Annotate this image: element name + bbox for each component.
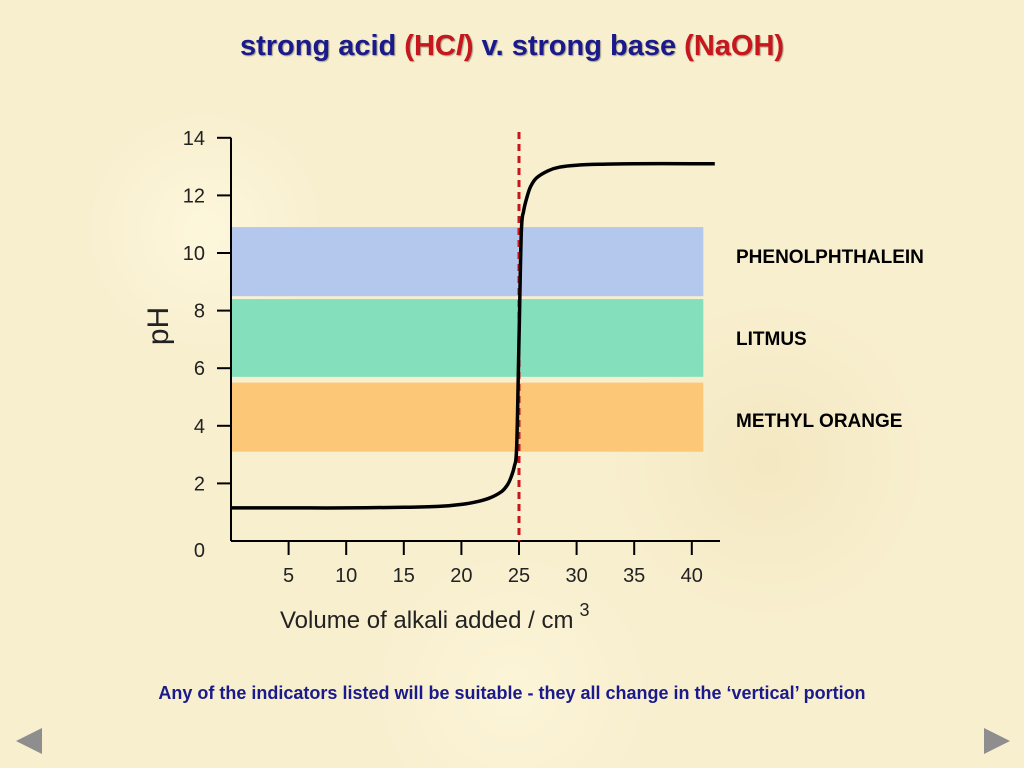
- axis-labels: Volume of alkali added / cm 3 pH: [142, 307, 590, 634]
- band-label-phenolphthalein: PHENOLPHTHALEIN: [736, 247, 924, 268]
- x-tick-label: 5: [283, 565, 294, 587]
- y-tick-label: 2: [194, 473, 205, 495]
- y-tick-label: 8: [194, 301, 205, 323]
- x-axis-label: Volume of alkali added / cm 3: [280, 600, 590, 634]
- y-tick-label: 14: [183, 128, 205, 150]
- y-axis-label: pH: [142, 307, 175, 345]
- y-tick-label: 6: [194, 358, 205, 380]
- band-label-methyl-orange: METHYL ORANGE: [736, 411, 903, 432]
- x-tick-label: 30: [565, 565, 587, 587]
- y-tick-label: 0: [194, 540, 205, 562]
- title-acid-open: (HC: [404, 30, 456, 62]
- x-tick-label: 35: [623, 565, 645, 587]
- band-label-litmus: LITMUS: [736, 329, 807, 350]
- title-acid-formula: (HCl): [404, 30, 473, 62]
- title-acid-close: ): [463, 30, 474, 62]
- band-litmus: [231, 299, 704, 377]
- x-tick-label: 10: [335, 565, 357, 587]
- y-tick-label: 10: [183, 243, 205, 265]
- previous-slide-arrow-icon[interactable]: [16, 728, 42, 754]
- x-tick-label: 40: [681, 565, 703, 587]
- chart-axes: 0 2 4 6 8 10 12 14 5 10 15 20 25 30 35 40: [183, 128, 720, 587]
- next-slide-arrow-icon[interactable]: [984, 728, 1010, 754]
- slide-title: strong acid (HCl) v. strong base (NaOH): [0, 30, 1024, 63]
- caption-text: Any of the indicators listed will be sui…: [158, 683, 866, 703]
- indicator-bands: [231, 227, 704, 452]
- x-tick-label: 20: [450, 565, 472, 587]
- x-axis-label-superscript: 3: [580, 600, 590, 620]
- titration-curve: [231, 161, 715, 510]
- y-tick-label: 12: [183, 185, 205, 207]
- title-base-formula: (NaOH): [684, 30, 785, 62]
- title-acid-italic: l: [455, 30, 464, 62]
- title-part-2: v. strong base: [473, 30, 685, 62]
- y-tick-label: 4: [194, 416, 205, 438]
- x-tick-label: 25: [508, 565, 530, 587]
- curve-layer: [231, 161, 715, 510]
- x-tick-label: 15: [393, 565, 415, 587]
- band-methyl-orange: [231, 382, 704, 452]
- x-axis-label-text: Volume of alkali added / cm: [280, 607, 574, 634]
- title-part-1: strong acid: [239, 30, 405, 62]
- band-phenolphthalein: [231, 227, 704, 297]
